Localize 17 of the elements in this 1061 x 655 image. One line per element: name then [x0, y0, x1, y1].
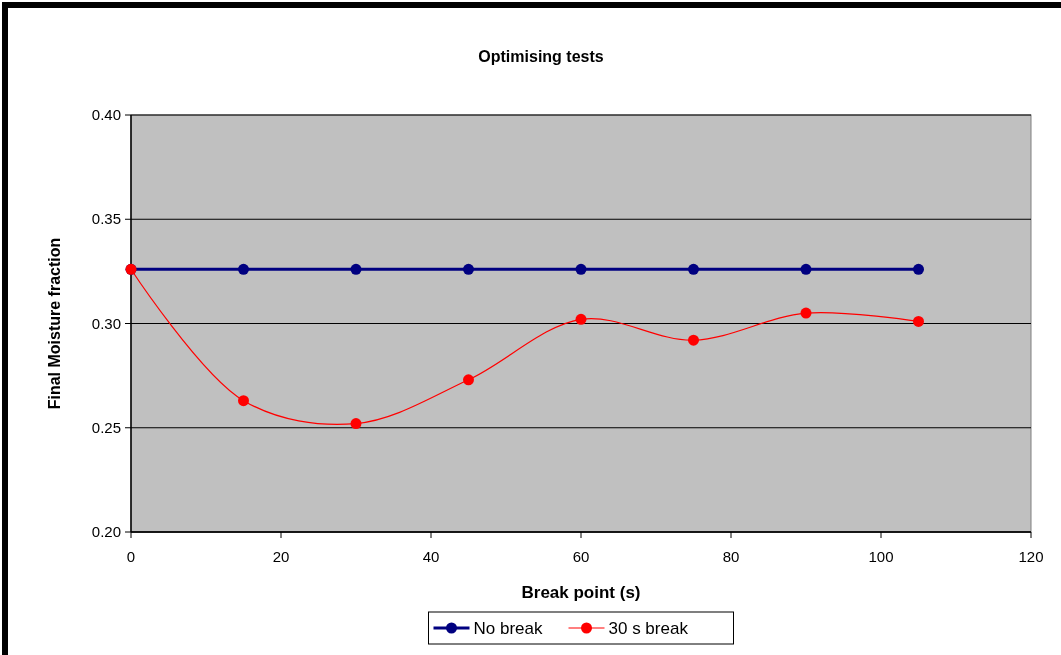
y-tick-label: 0.25 [91, 418, 121, 436]
legend-label: 30 s break [608, 619, 689, 638]
y-tick-label: 0.20 [91, 523, 121, 540]
x-tick-label: 80 [722, 548, 740, 565]
y-tick-label: 0.30 [91, 314, 121, 332]
x-tick-label: 100 [868, 548, 894, 565]
x-tick-label: 20 [272, 548, 290, 565]
x-axis-title: Break point (s) [521, 583, 641, 602]
y-axis-title: Final Moisture fraction [46, 237, 63, 410]
x-tick-label: 60 [572, 548, 590, 565]
chart-title: Optimising tests [478, 48, 604, 65]
x-tick-label: 0 [126, 548, 136, 565]
y-tick-label: 0.35 [91, 210, 121, 228]
legend-label: No break [473, 619, 543, 638]
y-tick-label: 0.40 [91, 106, 121, 123]
x-tick-label: 40 [422, 548, 440, 565]
x-tick-label: 120 [1018, 548, 1044, 565]
